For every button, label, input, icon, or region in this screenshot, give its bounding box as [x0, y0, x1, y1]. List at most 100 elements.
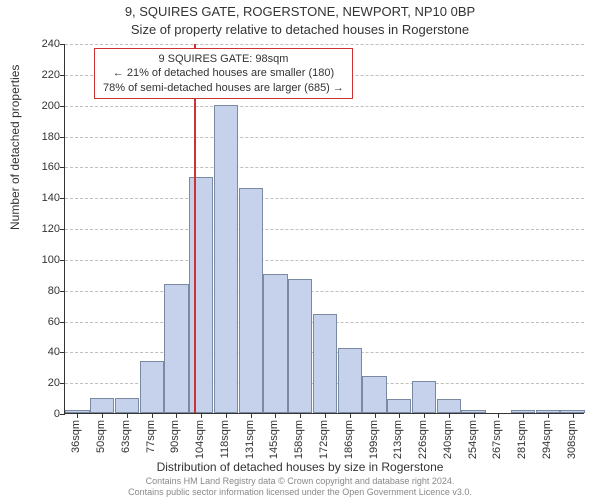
gridline: [65, 137, 584, 138]
chart-plot-area: [64, 44, 584, 414]
x-tick-label: 77sqm: [145, 420, 157, 453]
x-tick-mark: [424, 413, 425, 418]
y-tick-label: 0: [20, 408, 60, 420]
y-tick-label: 60: [20, 316, 60, 328]
gridline: [65, 106, 584, 107]
chart-title-subtitle: Size of property relative to detached ho…: [0, 22, 600, 37]
x-tick-label: 131sqm: [244, 420, 256, 459]
x-tick-mark: [152, 413, 153, 418]
y-tick-label: 120: [20, 223, 60, 235]
x-tick-label: 226sqm: [417, 420, 429, 459]
x-tick-mark: [325, 413, 326, 418]
histogram-bar: [362, 376, 386, 413]
footer-line-2: Contains public sector information licen…: [0, 487, 600, 498]
y-axis-label: Number of detached properties: [8, 65, 22, 230]
y-tick-mark: [60, 352, 65, 353]
x-tick-label: 294sqm: [541, 420, 553, 459]
x-tick-label: 308sqm: [566, 420, 578, 459]
x-tick-mark: [201, 413, 202, 418]
y-tick-label: 160: [20, 161, 60, 173]
x-tick-mark: [548, 413, 549, 418]
y-tick-mark: [60, 167, 65, 168]
x-tick-label: 36sqm: [70, 420, 82, 453]
gridline: [65, 291, 584, 292]
y-tick-mark: [60, 137, 65, 138]
histogram-bar: [313, 314, 337, 413]
histogram-bar: [115, 398, 139, 413]
y-tick-mark: [60, 383, 65, 384]
x-tick-mark: [300, 413, 301, 418]
y-tick-mark: [60, 75, 65, 76]
y-tick-mark: [60, 44, 65, 45]
reference-line: [194, 44, 196, 413]
x-tick-label: 172sqm: [318, 420, 330, 459]
x-tick-label: 267sqm: [491, 420, 503, 459]
y-tick-mark: [60, 414, 65, 415]
reference-callout: 9 SQUIRES GATE: 98sqm ← 21% of detached …: [94, 48, 353, 99]
y-tick-mark: [60, 291, 65, 292]
x-tick-mark: [449, 413, 450, 418]
y-tick-label: 240: [20, 38, 60, 50]
y-tick-mark: [60, 229, 65, 230]
x-tick-mark: [226, 413, 227, 418]
x-tick-label: 254sqm: [467, 420, 479, 459]
histogram-bar: [288, 279, 312, 413]
histogram-bar: [164, 284, 188, 414]
histogram-bar: [140, 361, 164, 413]
gridline: [65, 198, 584, 199]
histogram-bar: [189, 177, 213, 413]
callout-line-2: ← 21% of detached houses are smaller (18…: [103, 66, 344, 80]
x-tick-label: 281sqm: [516, 420, 528, 459]
x-tick-mark: [399, 413, 400, 418]
histogram-bar: [239, 188, 263, 413]
histogram-bar: [338, 348, 362, 413]
x-tick-mark: [275, 413, 276, 418]
y-tick-label: 220: [20, 69, 60, 81]
y-tick-label: 40: [20, 346, 60, 358]
x-tick-mark: [102, 413, 103, 418]
footer-line-1: Contains HM Land Registry data © Crown c…: [0, 476, 600, 487]
y-tick-mark: [60, 322, 65, 323]
x-tick-mark: [523, 413, 524, 418]
x-tick-label: 90sqm: [169, 420, 181, 453]
footer-attribution: Contains HM Land Registry data © Crown c…: [0, 476, 600, 498]
callout-line-1: 9 SQUIRES GATE: 98sqm: [103, 52, 344, 66]
x-tick-mark: [127, 413, 128, 418]
x-tick-mark: [77, 413, 78, 418]
callout-line-3: 78% of semi-detached houses are larger (…: [103, 81, 344, 95]
x-tick-label: 199sqm: [368, 420, 380, 459]
x-tick-label: 186sqm: [343, 420, 355, 459]
histogram-bar: [412, 381, 436, 413]
histogram-bar: [214, 105, 238, 413]
histogram-bar: [387, 399, 411, 413]
y-tick-label: 20: [20, 377, 60, 389]
x-tick-label: 158sqm: [293, 420, 305, 459]
chart-title-address: 9, SQUIRES GATE, ROGERSTONE, NEWPORT, NP…: [0, 4, 600, 19]
y-tick-label: 100: [20, 254, 60, 266]
gridline: [65, 229, 584, 230]
histogram-bar: [263, 274, 287, 413]
y-tick-label: 200: [20, 100, 60, 112]
histogram-bar: [437, 399, 461, 413]
x-axis-label: Distribution of detached houses by size …: [0, 460, 600, 474]
x-tick-label: 118sqm: [219, 420, 231, 458]
y-tick-label: 180: [20, 131, 60, 143]
x-tick-label: 145sqm: [268, 420, 280, 459]
y-tick-label: 80: [20, 285, 60, 297]
x-tick-label: 63sqm: [120, 420, 132, 453]
x-tick-mark: [350, 413, 351, 418]
x-tick-mark: [573, 413, 574, 418]
x-tick-mark: [498, 413, 499, 418]
y-tick-mark: [60, 260, 65, 261]
histogram-bar: [90, 398, 114, 413]
x-tick-label: 50sqm: [95, 420, 107, 453]
x-tick-label: 240sqm: [442, 420, 454, 459]
y-tick-mark: [60, 198, 65, 199]
x-tick-mark: [474, 413, 475, 418]
x-tick-mark: [251, 413, 252, 418]
x-tick-mark: [375, 413, 376, 418]
y-tick-label: 140: [20, 192, 60, 204]
gridline: [65, 260, 584, 261]
x-tick-label: 213sqm: [392, 420, 404, 459]
x-tick-mark: [176, 413, 177, 418]
